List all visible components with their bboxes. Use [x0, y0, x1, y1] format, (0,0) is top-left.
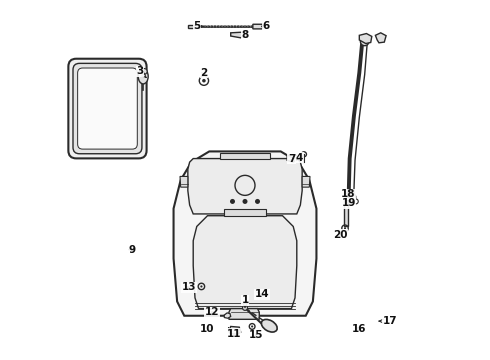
Polygon shape	[343, 200, 348, 226]
Circle shape	[230, 199, 235, 204]
Polygon shape	[253, 24, 263, 29]
Text: 12: 12	[205, 307, 220, 317]
Polygon shape	[359, 33, 372, 44]
Polygon shape	[229, 309, 259, 319]
Text: 2: 2	[200, 68, 208, 78]
Text: 13: 13	[182, 282, 196, 292]
Polygon shape	[180, 176, 188, 187]
Circle shape	[251, 325, 253, 328]
Ellipse shape	[138, 69, 148, 84]
Circle shape	[243, 305, 247, 310]
Text: 7: 7	[288, 154, 295, 163]
Text: 4: 4	[296, 153, 303, 163]
Text: 14: 14	[255, 289, 270, 299]
Text: 18: 18	[341, 189, 356, 199]
Circle shape	[142, 68, 147, 74]
Text: 20: 20	[333, 230, 347, 240]
Polygon shape	[287, 155, 296, 162]
Text: 15: 15	[248, 330, 263, 341]
Text: 16: 16	[352, 324, 367, 334]
Text: 6: 6	[262, 21, 270, 31]
Text: 10: 10	[200, 324, 215, 334]
Circle shape	[202, 79, 206, 82]
Text: 19: 19	[342, 198, 356, 208]
Polygon shape	[231, 32, 245, 38]
Circle shape	[348, 194, 356, 201]
Polygon shape	[220, 153, 270, 158]
FancyBboxPatch shape	[73, 63, 142, 154]
Polygon shape	[224, 313, 231, 318]
Text: 3: 3	[136, 66, 146, 77]
Text: 17: 17	[379, 316, 397, 326]
Polygon shape	[188, 25, 199, 28]
Polygon shape	[188, 158, 302, 214]
FancyBboxPatch shape	[68, 59, 147, 158]
Text: 9: 9	[128, 245, 135, 255]
Circle shape	[360, 37, 369, 46]
Polygon shape	[229, 327, 241, 334]
Text: 11: 11	[226, 328, 241, 339]
Circle shape	[344, 227, 346, 229]
Circle shape	[345, 196, 354, 204]
Text: 8: 8	[242, 30, 249, 40]
Circle shape	[243, 199, 247, 204]
Polygon shape	[223, 208, 267, 216]
Text: 5: 5	[193, 21, 204, 31]
FancyBboxPatch shape	[77, 68, 137, 149]
Circle shape	[255, 199, 260, 204]
Text: 1: 1	[242, 296, 248, 307]
Ellipse shape	[261, 319, 277, 332]
Polygon shape	[302, 176, 310, 187]
Polygon shape	[193, 216, 297, 309]
Polygon shape	[173, 152, 317, 316]
Polygon shape	[375, 33, 386, 43]
Circle shape	[200, 285, 202, 288]
